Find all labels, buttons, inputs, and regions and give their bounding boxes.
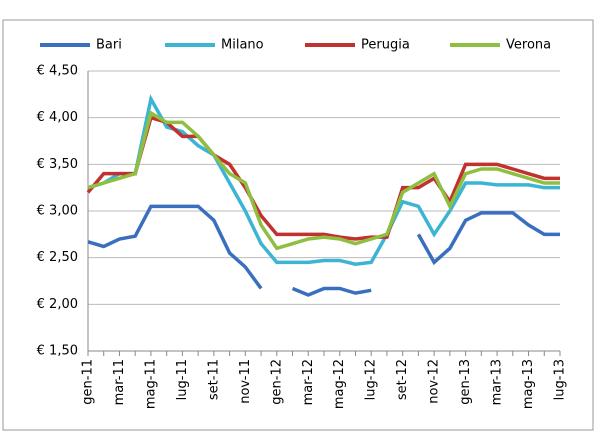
- legend-label: Verona: [506, 38, 551, 53]
- legend-label: Bari: [96, 38, 122, 53]
- x-tick-label: nov-12: [427, 359, 442, 404]
- legend-label: Milano: [221, 38, 264, 53]
- x-tick-label: set-11: [206, 359, 221, 400]
- x-tick-label: lug-13: [553, 359, 568, 400]
- x-tick-label: lug-12: [364, 359, 379, 400]
- y-tick-label: € 2,50: [37, 250, 78, 265]
- x-tick-label: gen-12: [269, 359, 284, 405]
- y-tick-label: € 3,00: [37, 204, 78, 219]
- y-tick-label: € 2,00: [37, 297, 78, 312]
- y-tick-label: € 3,50: [37, 157, 78, 172]
- series-line: [87, 94, 560, 266]
- y-tick-label: € 4,00: [37, 110, 78, 125]
- x-tick-label: mar-12: [301, 359, 316, 405]
- x-tick-label: mar-13: [490, 359, 505, 405]
- legend-label: Perugia: [361, 38, 410, 53]
- x-tick-label: mag-11: [143, 359, 158, 409]
- y-tick-label: € 4,50: [37, 64, 78, 79]
- y-tick-label: € 1,50: [37, 344, 78, 359]
- x-tick-label: gen-13: [458, 359, 473, 405]
- x-tick-label: nov-11: [238, 359, 253, 404]
- x-tick-label: mag-12: [332, 359, 347, 409]
- x-tick-label: set-12: [395, 359, 410, 400]
- x-tick-label: mar-11: [112, 359, 127, 405]
- series-line: [87, 110, 560, 251]
- x-tick-label: lug-11: [175, 359, 190, 400]
- x-tick-label: gen-11: [81, 359, 96, 405]
- x-tick-label: mag-13: [521, 359, 536, 409]
- chart-frame: [2, 19, 594, 431]
- series-line: [87, 204, 560, 297]
